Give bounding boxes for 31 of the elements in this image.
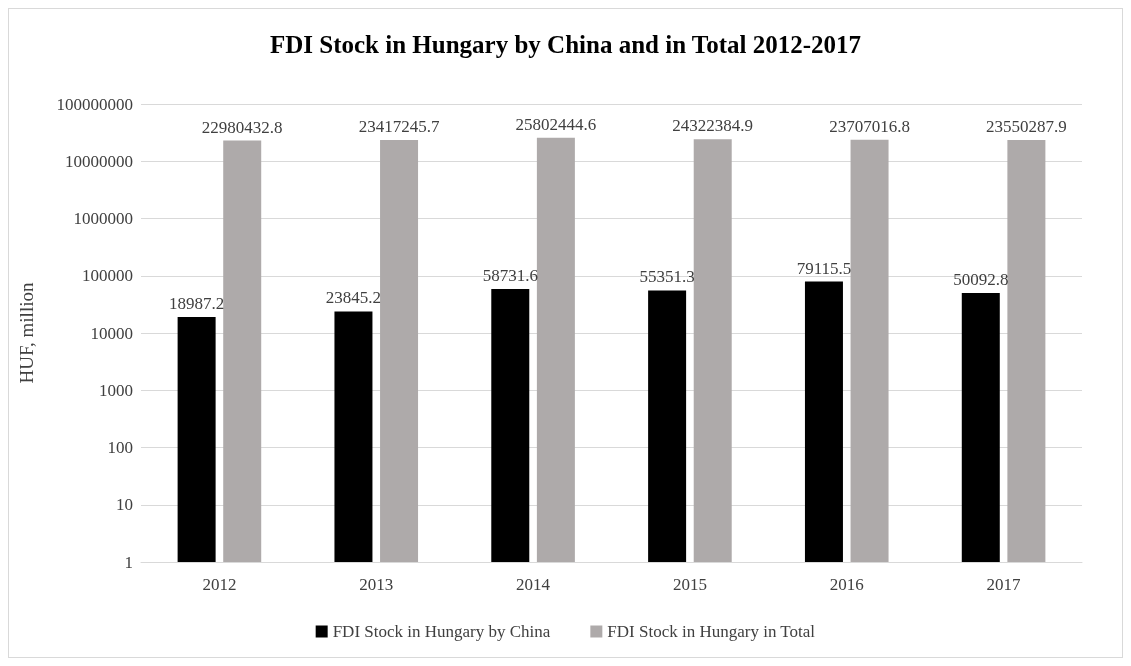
data-label: 55351.3 bbox=[639, 267, 695, 287]
data-label: 23550287.9 bbox=[986, 116, 1067, 136]
y-tick-label: 100 bbox=[107, 438, 133, 457]
y-tick-label: 1000000 bbox=[73, 209, 133, 228]
x-tick-label: 2016 bbox=[829, 575, 864, 594]
x-tick-label: 2014 bbox=[516, 575, 551, 594]
data-label: 50092.8 bbox=[953, 269, 1009, 289]
data-label: 24322384.9 bbox=[672, 116, 754, 136]
chart-title: FDI Stock in Hungary by China and in Total 2012-2017 bbox=[269, 31, 862, 58]
data-label: 22980432.8 bbox=[201, 117, 283, 137]
data-label: 18987.2 bbox=[168, 294, 225, 314]
y-tick-label: 10000000 bbox=[65, 151, 133, 171]
data-label: 23845.2 bbox=[325, 288, 382, 308]
legend-label: FDI Stock in Hungary in Total bbox=[607, 622, 816, 641]
y-axis-title: HUF, million bbox=[16, 282, 37, 384]
x-tick-label: 2013 bbox=[359, 575, 394, 594]
y-tick-label: 10000 bbox=[90, 323, 133, 343]
data-label: 23707016.8 bbox=[829, 116, 910, 136]
data-label: 25802444.6 bbox=[515, 114, 597, 134]
data-label: 79115.5 bbox=[796, 258, 852, 278]
y-tick-label: 10 bbox=[116, 495, 133, 515]
x-tick-label: 2017 bbox=[986, 575, 1022, 594]
data-label: 58731.6 bbox=[482, 265, 538, 285]
data-label: 23417245.7 bbox=[358, 117, 440, 137]
x-tick-label: 2015 bbox=[672, 575, 707, 594]
y-tick-label: 100000000 bbox=[56, 94, 133, 114]
y-tick-label: 1 bbox=[124, 552, 133, 572]
y-tick-label: 100000 bbox=[82, 266, 133, 286]
y-tick-label: 1000 bbox=[99, 380, 133, 400]
legend-label: FDI Stock in Hungary by China bbox=[332, 622, 551, 641]
x-tick-label: 2012 bbox=[202, 575, 237, 594]
